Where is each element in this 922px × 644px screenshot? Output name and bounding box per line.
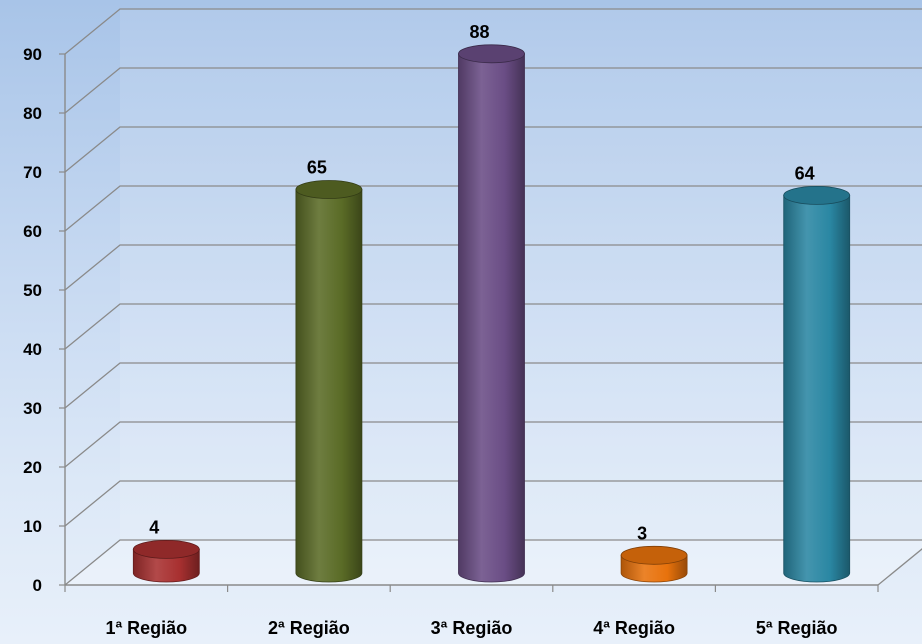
x-category-label: 5ª Região — [756, 618, 838, 638]
data-label: 65 — [307, 158, 327, 178]
data-label: 3 — [637, 523, 647, 543]
gridlines — [59, 8, 922, 586]
x-axis-category-labels: 1ª Região 2ª Região 3ª Região 4ª Região 5ª R… — [105, 618, 837, 638]
data-label: 64 — [795, 163, 815, 183]
bar — [132, 540, 200, 583]
data-labels: 4 65 88 3 64 — [149, 22, 815, 543]
y-tick-label: 20 — [23, 458, 42, 477]
y-tick-label: 70 — [23, 163, 42, 182]
axes — [64, 54, 922, 592]
gridline — [64, 67, 922, 114]
data-label: 88 — [469, 22, 489, 42]
gridline — [64, 303, 922, 350]
y-tick-label: 80 — [23, 104, 42, 123]
y-tick-label: 60 — [23, 222, 42, 241]
gridline — [64, 185, 922, 232]
gridline — [64, 480, 922, 527]
gridline — [64, 244, 922, 291]
bars — [132, 44, 851, 583]
y-tick-label: 10 — [23, 517, 42, 536]
x-category-label: 1ª Região — [105, 618, 187, 638]
y-tick-label: 30 — [23, 399, 42, 418]
y-axis-tick-labels: 0 10 20 30 40 50 60 70 80 90 — [23, 45, 42, 595]
gridline — [64, 539, 922, 586]
x-category-label: 2ª Região — [268, 618, 350, 638]
bar — [783, 185, 851, 583]
gridline — [64, 126, 922, 173]
x-category-label: 3ª Região — [431, 618, 513, 638]
data-label: 4 — [149, 517, 159, 537]
bar — [295, 180, 363, 583]
y-tick-label: 50 — [23, 281, 42, 300]
y-tick-label: 40 — [23, 340, 42, 359]
bar — [620, 545, 688, 583]
gridline — [64, 362, 922, 409]
x-category-label: 4ª Região — [593, 618, 675, 638]
gridline — [64, 8, 922, 55]
y-tick-label: 90 — [23, 45, 42, 64]
gridline — [64, 421, 922, 468]
y-tick-label: 0 — [33, 576, 42, 595]
bar — [458, 44, 525, 583]
